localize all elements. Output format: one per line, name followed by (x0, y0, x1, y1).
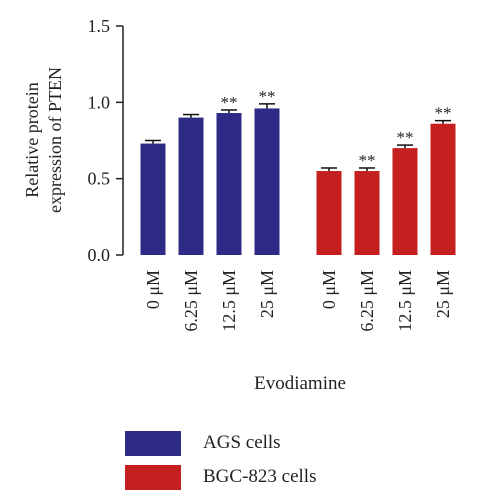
legend-item-bgc823: BGC-823 cells (125, 460, 316, 494)
y-tick-label: 1.0 (88, 92, 111, 112)
significance-label: ** (397, 128, 414, 147)
legend-label-bgc823: BGC-823 cells (203, 466, 317, 487)
x-tick-label: 12.5 μM (219, 270, 239, 332)
bar (316, 171, 342, 255)
x-axis-label: Evodiamine (254, 373, 346, 394)
bar (254, 108, 280, 255)
y-axis-label-line: Relative protein (22, 82, 42, 197)
legend-swatch-bgc823 (125, 464, 181, 490)
legend: AGS cells BGC-823 cells (125, 426, 316, 494)
x-tick-label: 12.5 μM (395, 270, 415, 332)
legend-item-ags: AGS cells (125, 426, 316, 460)
x-tick-label: 6.25 μM (357, 270, 377, 332)
y-tick-label: 1.5 (88, 16, 111, 36)
bar (392, 148, 418, 255)
significance-label: ** (435, 104, 452, 123)
y-tick-label: 0.0 (88, 245, 111, 265)
y-axis-label-line: expression of PTEN (45, 67, 65, 213)
significance-label: ** (259, 87, 276, 106)
x-tick-label: 25 μM (433, 270, 453, 318)
x-tick-labels: 0 μM 6.25 μM 12.5 μM 25 μM 0 μM 6.25 μM 12.5 μ… (143, 270, 453, 332)
bar (354, 171, 380, 255)
significance-label: ** (221, 93, 238, 112)
y-tick-label: 0.5 (88, 169, 111, 189)
x-tick-label: 0 μM (143, 270, 163, 309)
legend-label-ags: AGS cells (203, 432, 281, 453)
x-tick-label: 6.25 μM (181, 270, 201, 332)
bar (430, 123, 456, 255)
significance-label: ** (359, 151, 376, 170)
bar (140, 143, 166, 255)
legend-swatch-ags (125, 430, 181, 456)
x-tick-label: 25 μM (257, 270, 277, 318)
bars: ** ** ** ** ** (140, 87, 456, 256)
y-axis: 0.0 0.5 1.0 1.5 (88, 16, 124, 265)
bar (178, 117, 204, 255)
bar-chart: Relative protein expression of PTEN 0.00.… (22, 16, 456, 394)
y-axis-label: Relative protein expression of PTEN (22, 67, 65, 213)
x-tick-label: 0 μM (319, 270, 339, 309)
bar (216, 113, 242, 256)
